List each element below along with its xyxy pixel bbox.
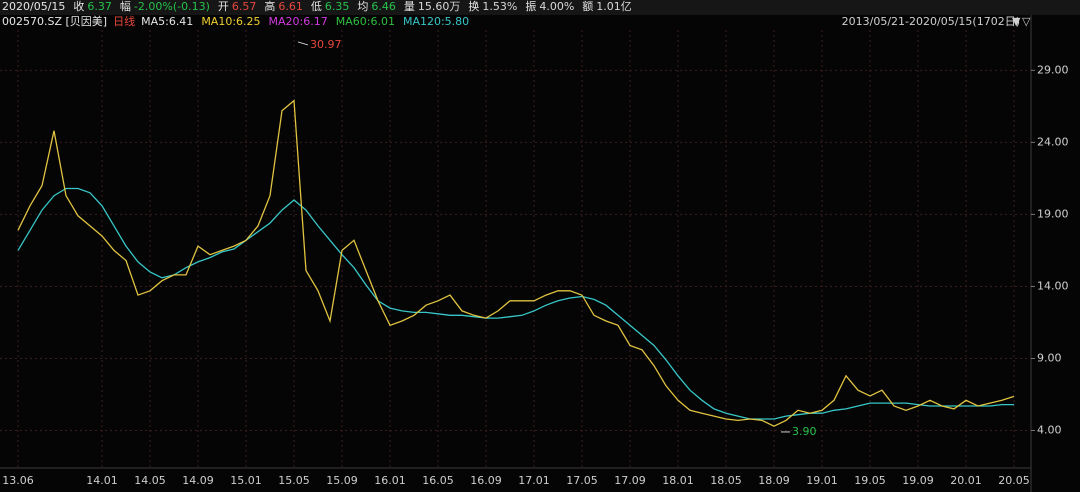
range-dropdown[interactable]: ▼: [1012, 15, 1021, 28]
header-label: 低: [311, 0, 322, 13]
header-date: 2020/05/15: [2, 0, 65, 13]
header-value: 15.60万: [418, 0, 461, 13]
x-tick-label: 14.05: [134, 474, 166, 487]
legend-entry: 日线: [113, 14, 135, 28]
header-value: 6.46: [371, 0, 396, 13]
x-tick-label: 19.01: [806, 474, 838, 487]
x-tick-label: 15.05: [278, 474, 310, 487]
header-value: 6.57: [232, 0, 257, 13]
legend-entry: MA5:6.41: [141, 15, 193, 28]
high-marker: [297, 41, 309, 46]
x-tick-label: 15.01: [230, 474, 262, 487]
header-label: 幅: [120, 0, 131, 13]
header-label: 额: [582, 0, 593, 13]
x-tick-label: 18.05: [710, 474, 742, 487]
header-label: 量: [404, 0, 415, 13]
y-tick-label: 29.00: [1037, 63, 1069, 76]
legend-entry: MA120:5.80: [403, 15, 469, 28]
x-tick-label: 19.05: [854, 474, 886, 487]
header-label: 振: [525, 0, 536, 13]
header-bar: [0, 0, 1080, 15]
header-value: 6.35: [325, 0, 350, 13]
x-tick-label: 18.09: [758, 474, 790, 487]
x-tick-label: 18.01: [662, 474, 694, 487]
x-tick-label: 16.05: [422, 474, 454, 487]
header-label: 开: [218, 0, 229, 13]
x-tick-label: 15.09: [326, 474, 358, 487]
x-tick-label: 19.09: [902, 474, 934, 487]
low-label: 3.90: [792, 425, 817, 438]
y-tick-label: 9.00: [1037, 351, 1062, 364]
header-value: 1.53%: [482, 0, 517, 13]
header-value: 6.61: [278, 0, 303, 13]
header-value: 1.01亿: [596, 0, 632, 13]
header-label: 收: [73, 0, 84, 13]
y-tick-label: 24.00: [1037, 135, 1069, 148]
header-label: 换: [468, 0, 479, 13]
header-label: 均: [357, 0, 368, 13]
x-tick-label: 20.05: [998, 474, 1030, 487]
x-tick-label: 17.01: [518, 474, 550, 487]
x-tick-label: 17.05: [566, 474, 598, 487]
price-line: [17, 187, 1014, 420]
collapse-icon[interactable]: ▽: [1022, 15, 1031, 28]
y-tick-label: 4.00: [1037, 424, 1062, 437]
price-line: [17, 99, 1015, 427]
legend-code: 002570.SZ [贝因美]: [2, 15, 107, 28]
range-label[interactable]: 2013/05/21-2020/05/15(1702日): [842, 15, 1020, 28]
header-label: 高: [264, 0, 275, 13]
y-tick-label: 14.00: [1037, 279, 1069, 292]
x-tick-label: 14.09: [182, 474, 214, 487]
x-tick-label: 13.06: [2, 474, 34, 487]
legend-entry: MA10:6.25: [201, 15, 260, 28]
legend-entry: MA20:6.17: [269, 15, 328, 28]
x-tick-label: 16.01: [374, 474, 406, 487]
x-tick-label: 14.01: [86, 474, 118, 487]
x-tick-label: 16.09: [470, 474, 502, 487]
header-value: 4.00%: [539, 0, 574, 13]
header-value: 6.37: [87, 0, 112, 13]
y-tick-label: 19.00: [1037, 207, 1069, 220]
legend-entry: MA60:6.01: [336, 15, 395, 28]
header-value: -2.00%(-0.13): [134, 0, 210, 13]
x-tick-label: 20.01: [950, 474, 982, 487]
high-label: 30.97: [310, 38, 342, 51]
x-tick-label: 17.09: [614, 474, 646, 487]
